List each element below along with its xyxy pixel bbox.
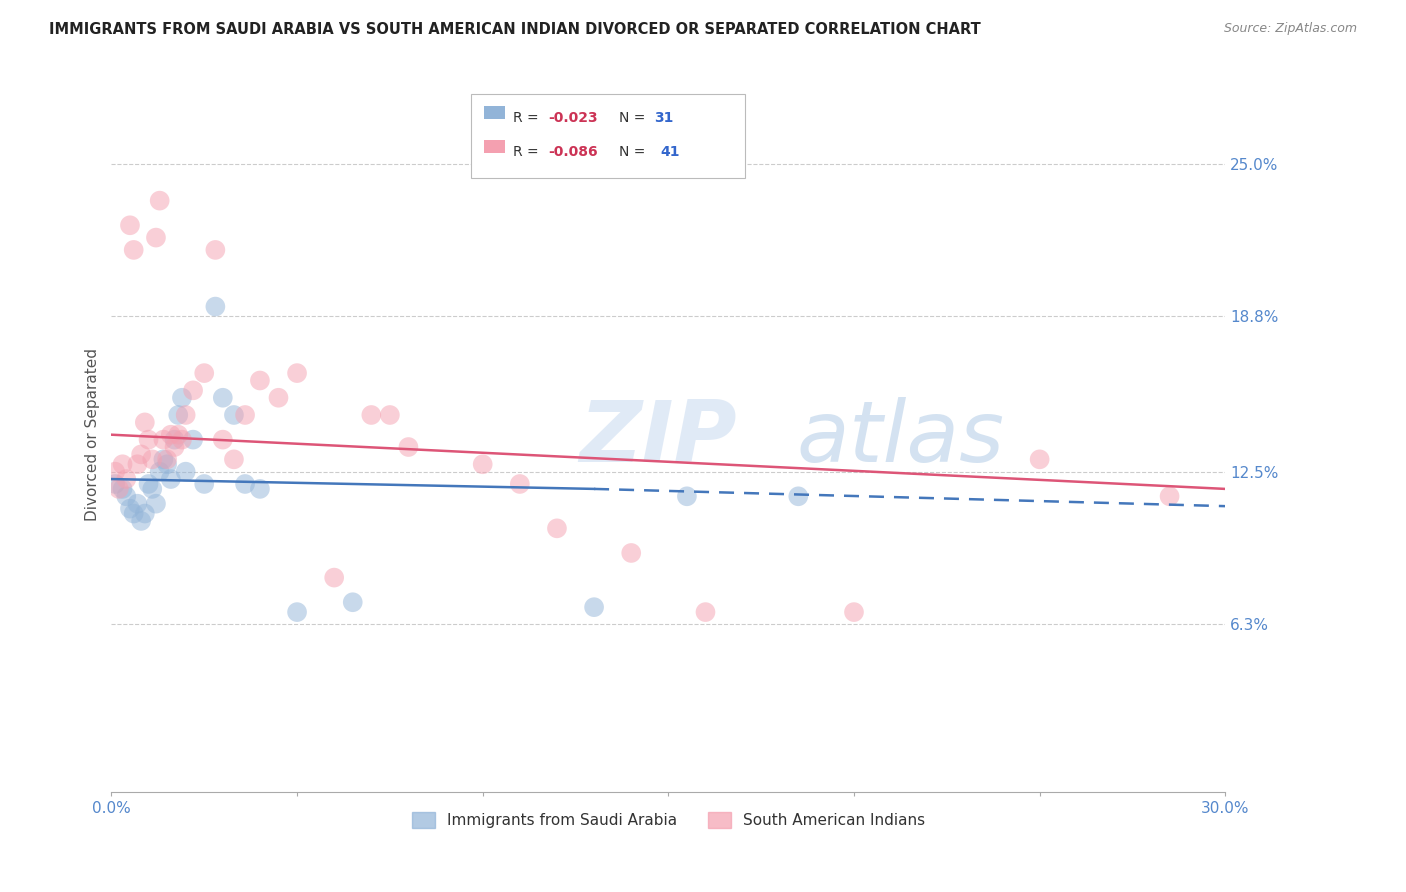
Point (104, 465, 127, 479)
Text: N =: N = (619, 145, 650, 160)
Point (181, 433, 204, 447)
Point (620, 546, 643, 560)
Point (129, 514, 152, 528)
Point (233, 477, 256, 491)
Point (115, 489, 138, 503)
Point (193, 477, 215, 491)
Point (509, 477, 531, 491)
Point (159, 427, 181, 442)
Point (159, 472, 181, 486)
Point (249, 374, 271, 388)
Point (222, 452, 245, 467)
Point (1159, 489, 1181, 503)
Point (204, 300, 226, 314)
Point (170, 433, 193, 447)
Point (285, 366, 308, 380)
Point (145, 497, 167, 511)
Point (118, 501, 141, 516)
Point (122, 507, 145, 521)
Text: -0.023: -0.023 (548, 112, 598, 126)
Point (149, 465, 172, 479)
Point (111, 482, 134, 496)
Point (127, 497, 149, 511)
Text: N =: N = (619, 112, 650, 126)
Point (104, 477, 127, 491)
Point (141, 482, 163, 496)
Point (174, 408, 197, 422)
Point (163, 433, 186, 447)
Point (141, 452, 163, 467)
Point (342, 595, 364, 609)
Point (111, 457, 134, 471)
Legend: Immigrants from Saudi Arabia, South American Indians: Immigrants from Saudi Arabia, South Amer… (406, 806, 931, 834)
Point (156, 452, 179, 467)
Point (145, 230, 167, 244)
Point (167, 408, 190, 422)
Point (471, 457, 494, 471)
Text: Source: ZipAtlas.com: Source: ZipAtlas.com (1223, 22, 1357, 36)
Point (1028, 452, 1050, 467)
Y-axis label: Divorced or Separated: Divorced or Separated (86, 348, 100, 521)
Text: 31: 31 (654, 112, 673, 126)
Text: R =: R = (513, 112, 543, 126)
Point (138, 477, 160, 491)
Point (181, 384, 204, 398)
Point (152, 433, 174, 447)
Point (193, 366, 215, 380)
Point (167, 427, 190, 442)
Point (118, 219, 141, 233)
Point (211, 433, 233, 447)
Point (174, 465, 197, 479)
Text: IMMIGRANTS FROM SAUDI ARABIA VS SOUTH AMERICAN INDIAN DIVORCED OR SEPARATED CORR: IMMIGRANTS FROM SAUDI ARABIA VS SOUTH AM… (49, 22, 981, 37)
Point (285, 605, 308, 619)
Point (233, 408, 256, 422)
Point (211, 391, 233, 405)
Point (108, 482, 131, 496)
Point (546, 521, 568, 535)
Text: 41: 41 (661, 145, 681, 160)
Point (204, 243, 226, 257)
Point (163, 440, 186, 454)
Point (323, 571, 346, 585)
Point (583, 600, 606, 615)
Point (129, 447, 152, 461)
Point (149, 194, 172, 208)
Point (787, 489, 810, 503)
Point (138, 433, 160, 447)
Point (676, 489, 699, 503)
Point (842, 605, 865, 619)
Point (249, 482, 271, 496)
Point (360, 408, 382, 422)
Point (134, 507, 156, 521)
Point (378, 408, 401, 422)
Point (115, 472, 138, 486)
Point (398, 440, 420, 454)
Point (267, 391, 290, 405)
Text: atlas: atlas (796, 397, 1004, 480)
Point (222, 408, 245, 422)
Point (152, 452, 174, 467)
Point (170, 391, 193, 405)
Point (134, 416, 156, 430)
Point (122, 243, 145, 257)
Point (695, 605, 717, 619)
Point (127, 457, 149, 471)
Point (156, 457, 179, 471)
Text: -0.086: -0.086 (548, 145, 598, 160)
Text: ZIP: ZIP (579, 397, 737, 480)
Text: R =: R = (513, 145, 543, 160)
